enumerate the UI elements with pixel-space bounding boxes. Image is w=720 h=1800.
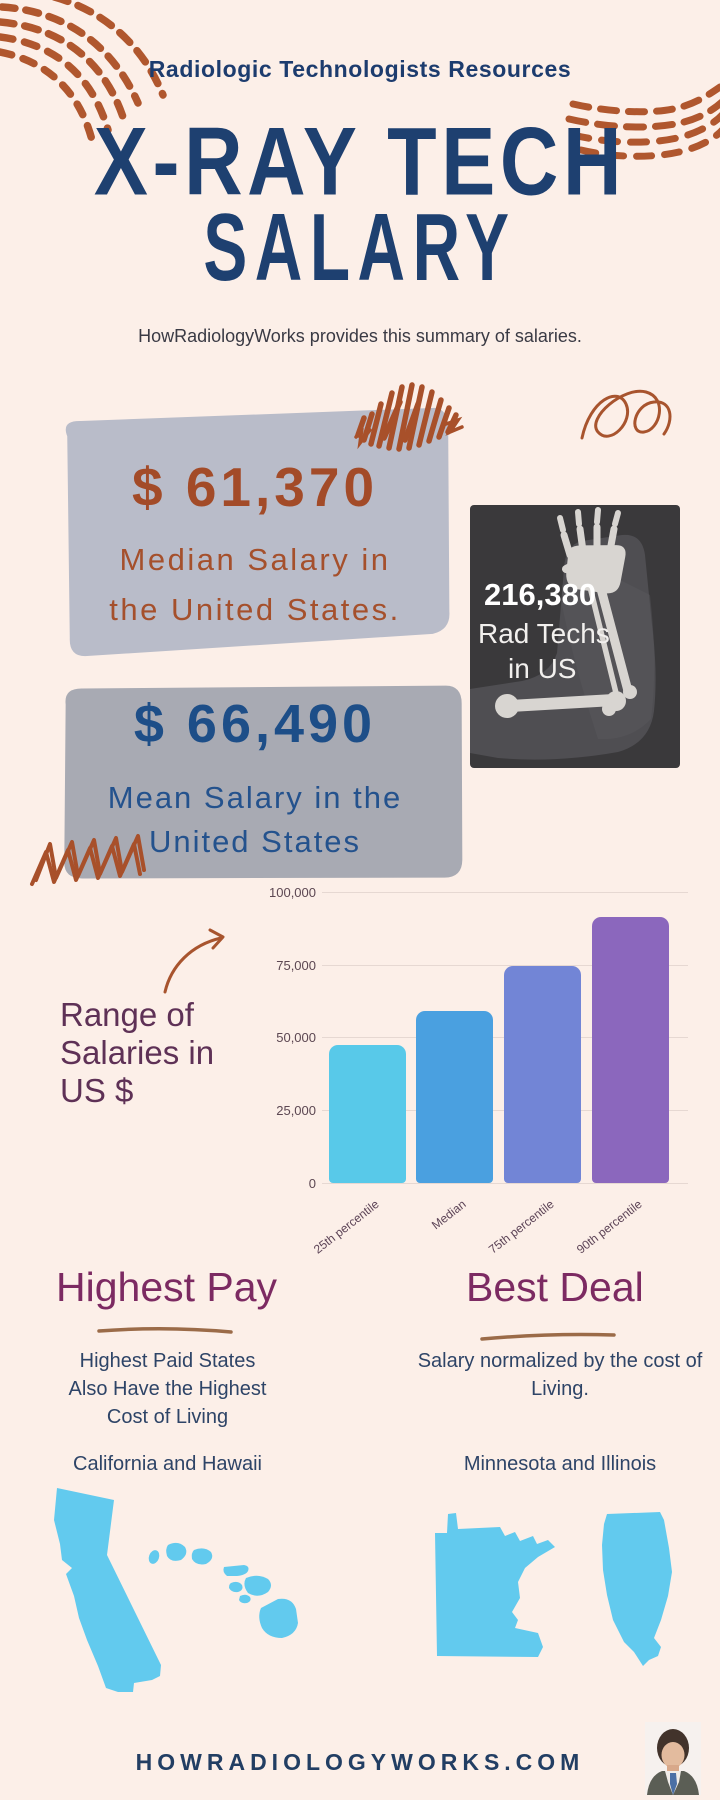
svg-text:Rad Techs: Rad Techs	[478, 618, 610, 649]
svg-text:in US: in US	[508, 653, 576, 684]
svg-text:216,380: 216,380	[484, 577, 596, 612]
